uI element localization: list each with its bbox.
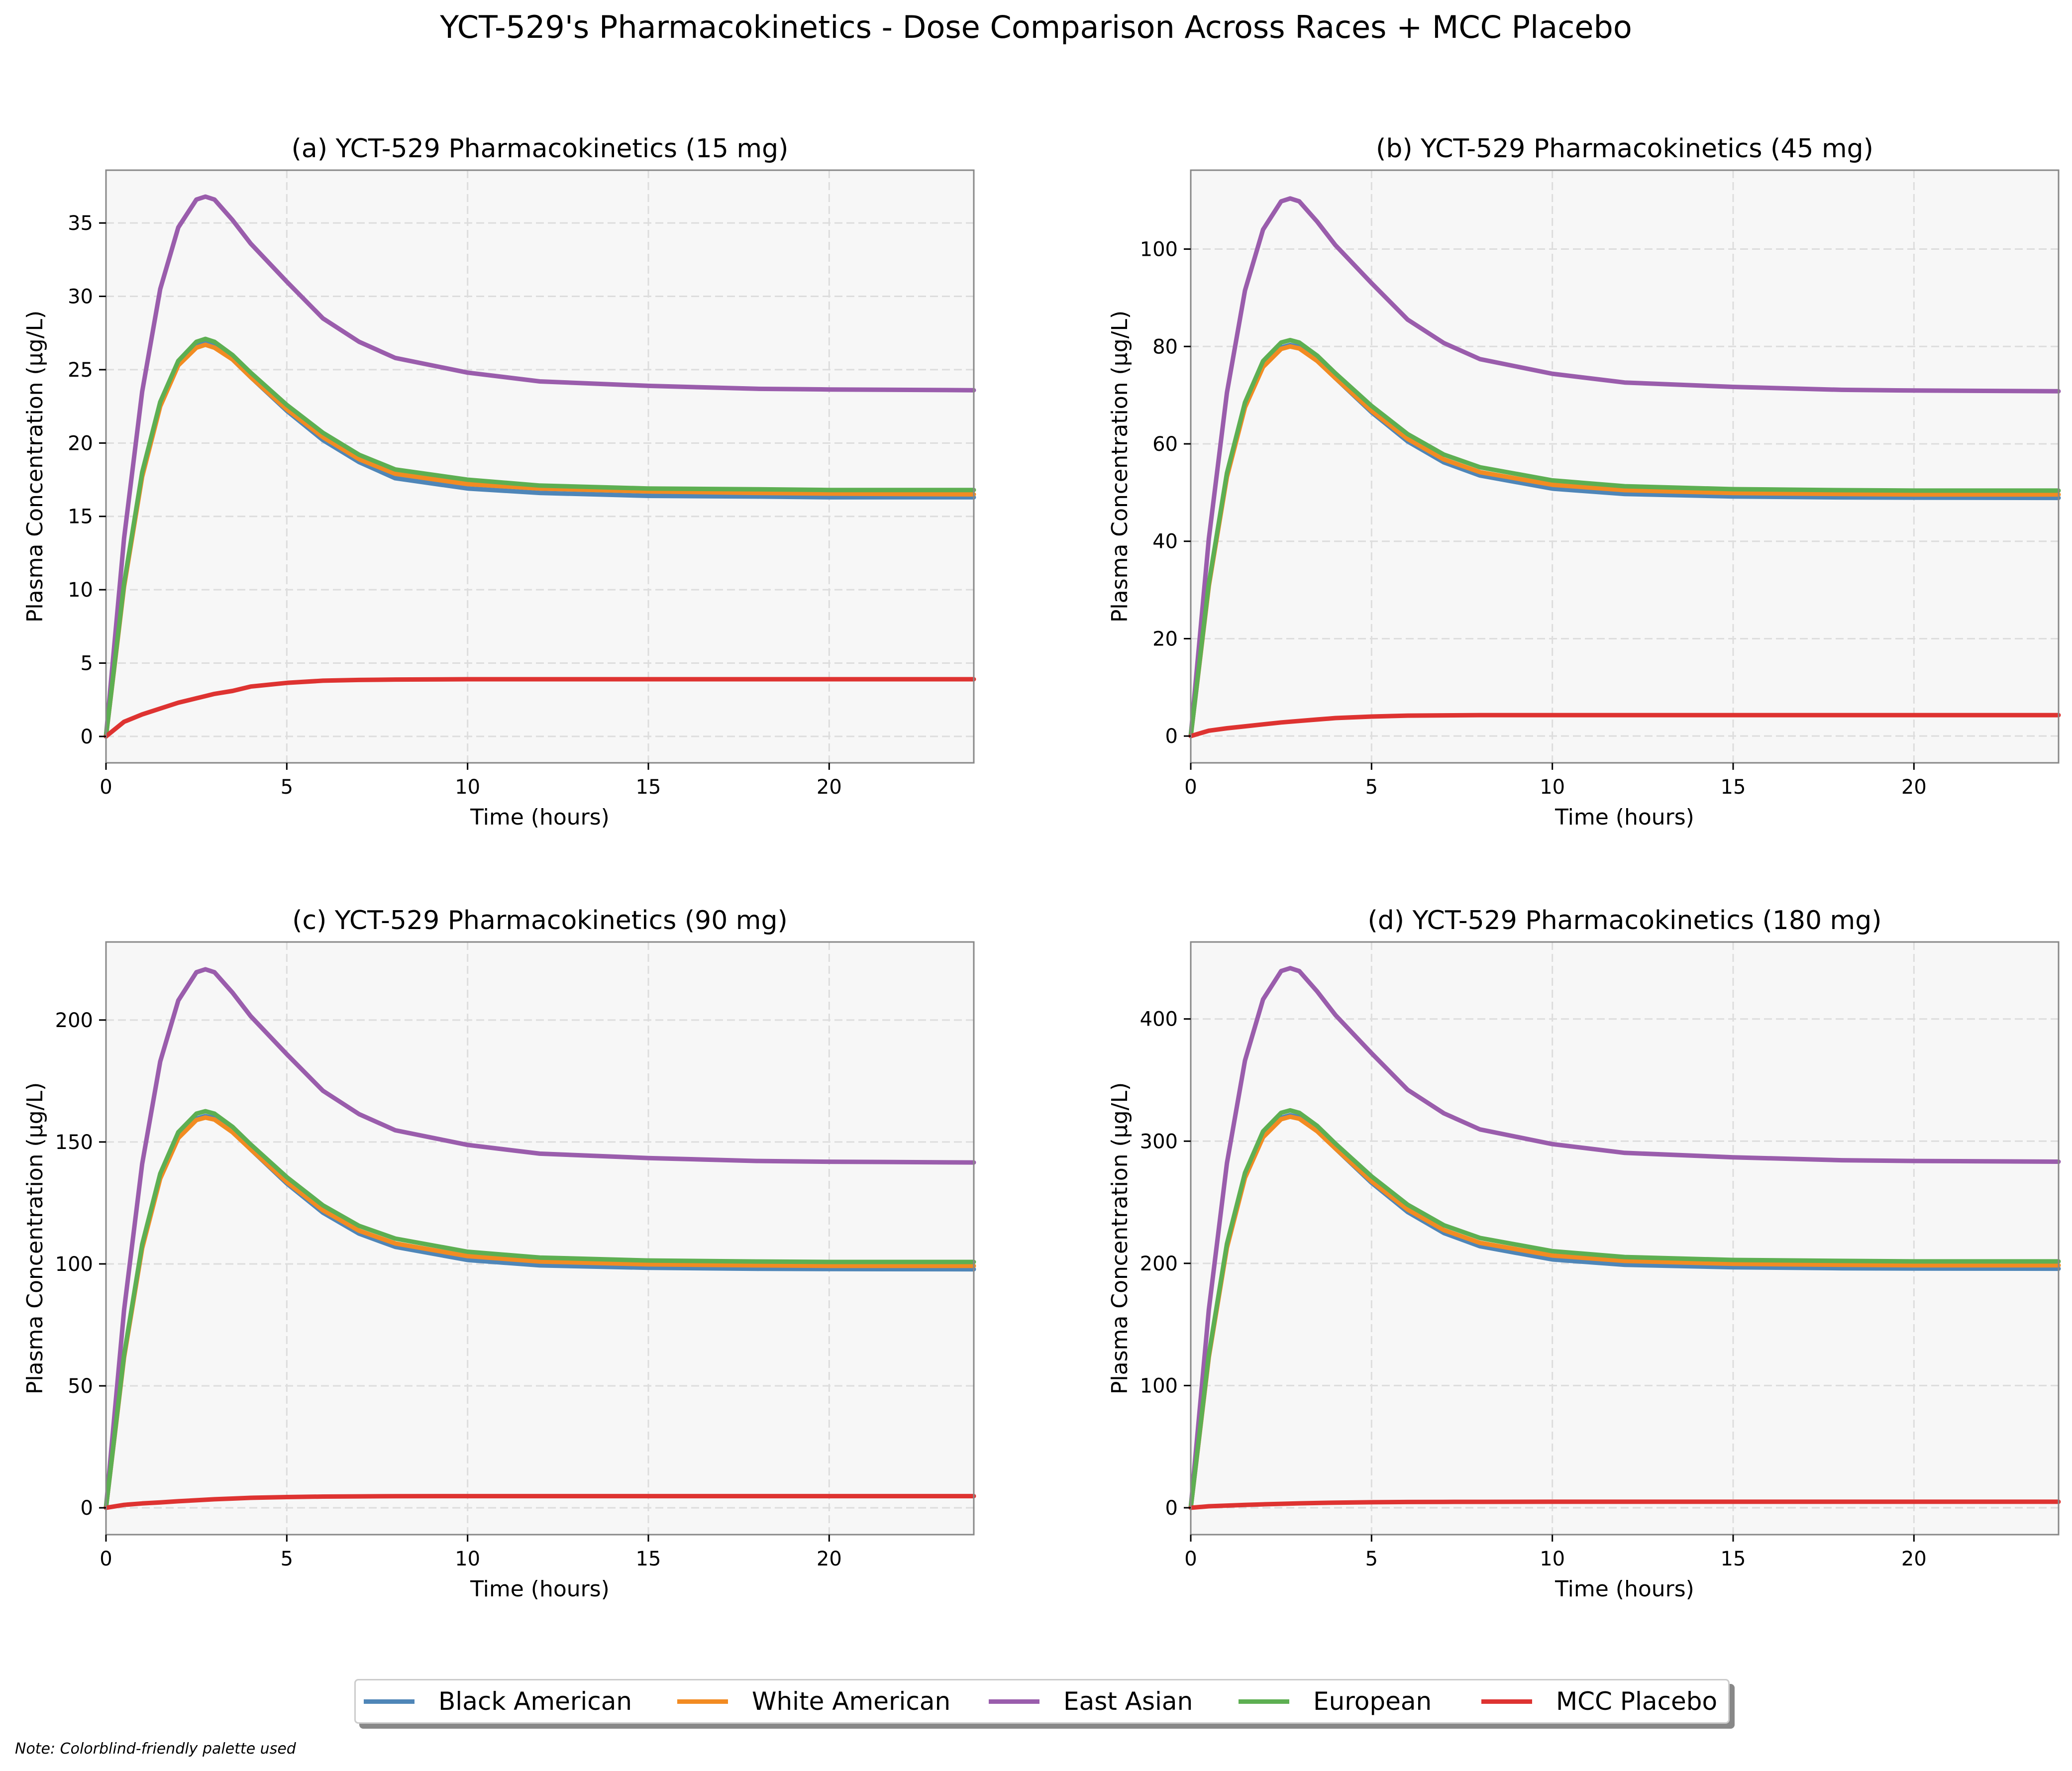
y-axis-label: Plasma Concentration (µg/L)	[1107, 311, 1133, 623]
subplot-title: (b) YCT-529 Pharmacokinetics (45 mg)	[1376, 134, 1873, 164]
series-line-east-asian	[1188, 966, 2061, 1510]
legend-swatch	[364, 1699, 414, 1704]
y-axis-label: Plasma Concentration (µg/L)	[22, 311, 48, 623]
subplot-title: (c) YCT-529 Pharmacokinetics (90 mg)	[292, 906, 788, 936]
y-tick-label: 10	[68, 579, 93, 602]
legend-item-black-american: Black American	[364, 1680, 632, 1722]
legend-item-white-american: White American	[677, 1680, 950, 1722]
chart-panel-b: 0 5 10 15 20 0 20 40 60 80 100 (b) YCT-529 Pharmaco…	[1107, 134, 2061, 830]
x-tick-label: 0	[100, 776, 112, 799]
y-tick-label: 40	[1152, 530, 1178, 553]
y-tick-label: 50	[68, 1375, 93, 1398]
legend-swatch	[989, 1699, 1039, 1704]
legend-item-east-asian: East Asian	[989, 1680, 1193, 1722]
y-tick-label: 300	[1140, 1130, 1178, 1153]
y-tick-label: 200	[55, 1009, 93, 1032]
series-line-european	[1188, 1108, 2061, 1510]
x-tick-label: 5	[1365, 1548, 1378, 1570]
x-tick-label: 20	[817, 1548, 842, 1570]
subplot-title: (a) YCT-529 Pharmacokinetics (15 mg)	[292, 134, 789, 164]
footnote: Note: Colorblind-friendly palette used	[15, 1740, 296, 1758]
series-line-mcc-placebo	[104, 677, 976, 739]
series-line-east-asian	[104, 194, 976, 739]
plot-area	[106, 942, 974, 1535]
legend-label: White American	[752, 1687, 951, 1716]
series-line-mcc-placebo	[104, 1494, 976, 1510]
x-tick-label: 20	[1901, 1548, 1927, 1570]
plot-area	[1191, 170, 2059, 763]
legend-label: MCC Placebo	[1556, 1687, 1718, 1716]
series-line-mcc-placebo	[1188, 713, 2061, 738]
legend-swatch	[677, 1699, 728, 1704]
x-tick-label: 10	[1540, 1548, 1565, 1570]
legend-label: Black American	[438, 1687, 632, 1716]
x-tick-label: 15	[1721, 776, 1746, 799]
x-tick-label: 20	[1901, 776, 1927, 799]
y-tick-label: 30	[68, 286, 93, 309]
plot-area	[106, 170, 974, 763]
x-tick-label: 5	[281, 776, 293, 799]
x-axis-label: Time (hours)	[1554, 805, 1694, 830]
legend-item-mcc-placebo: MCC Placebo	[1481, 1680, 1717, 1722]
y-tick-label: 20	[1152, 627, 1178, 650]
x-tick-label: 15	[1721, 1548, 1746, 1570]
legend: Black American White American East Asian…	[354, 1679, 1730, 1724]
x-tick-label: 0	[1184, 776, 1197, 799]
y-axis-label: Plasma Concentration (µg/L)	[22, 1082, 48, 1394]
x-tick-label: 0	[100, 1548, 112, 1570]
y-tick-label: 0	[1165, 1497, 1178, 1520]
series-line-european	[1188, 338, 2061, 738]
legend-swatch	[1239, 1699, 1289, 1704]
y-tick-label: 100	[1140, 1374, 1178, 1397]
plot-frame	[1190, 169, 2060, 764]
y-tick-label: 20	[68, 432, 93, 455]
x-tick-label: 10	[455, 776, 480, 799]
y-tick-label: 150	[55, 1131, 93, 1154]
y-tick-label: 35	[68, 212, 93, 235]
y-axis-label: Plasma Concentration (µg/L)	[1107, 1082, 1133, 1394]
legend-label: East Asian	[1063, 1687, 1193, 1716]
y-tick-label: 60	[1152, 433, 1178, 456]
y-tick-label: 0	[81, 1497, 93, 1520]
y-tick-label: 0	[81, 726, 93, 748]
y-tick-label: 100	[1140, 238, 1178, 261]
x-tick-label: 5	[281, 1548, 293, 1570]
plot-frame	[105, 169, 975, 764]
series-line-european	[104, 1109, 976, 1510]
subplot-title: (d) YCT-529 Pharmacokinetics (180 mg)	[1367, 906, 1881, 936]
x-tick-label: 5	[1365, 776, 1378, 799]
x-axis-label: Time (hours)	[470, 805, 610, 830]
figure-title: YCT-529's Pharmacokinetics - Dose Compar…	[440, 9, 1632, 45]
x-tick-label: 10	[1540, 776, 1565, 799]
plot-frame	[1190, 941, 2060, 1536]
x-axis-label: Time (hours)	[470, 1576, 610, 1602]
x-axis-label: Time (hours)	[1554, 1576, 1694, 1602]
series-line-european	[104, 336, 976, 739]
y-tick-label: 200	[1140, 1252, 1178, 1275]
x-tick-label: 0	[1184, 1548, 1197, 1570]
y-tick-label: 80	[1152, 335, 1178, 358]
series-line-mcc-placebo	[1188, 1499, 2061, 1510]
x-tick-label: 15	[636, 1548, 661, 1570]
legend-label: European	[1313, 1687, 1432, 1716]
plot-area	[1191, 942, 2059, 1535]
legend-swatch	[1481, 1699, 1532, 1704]
y-tick-label: 25	[68, 359, 93, 382]
series-line-east-asian	[104, 967, 976, 1510]
series-line-east-asian	[1188, 196, 2061, 738]
plot-frame	[105, 941, 975, 1536]
y-tick-label: 400	[1140, 1008, 1178, 1031]
y-tick-label: 100	[55, 1253, 93, 1276]
legend-item-european: European	[1239, 1680, 1432, 1722]
y-tick-label: 0	[1165, 725, 1178, 748]
x-tick-label: 10	[455, 1548, 480, 1570]
chart-panel-a: 0 5 10 15 20 0 5 10 15 20 25 30 35 (a) YCT-529 Pharma…	[22, 134, 976, 830]
y-tick-label: 15	[68, 506, 93, 528]
x-tick-label: 20	[817, 776, 842, 799]
y-tick-label: 5	[81, 652, 93, 675]
x-tick-label: 15	[636, 776, 661, 799]
